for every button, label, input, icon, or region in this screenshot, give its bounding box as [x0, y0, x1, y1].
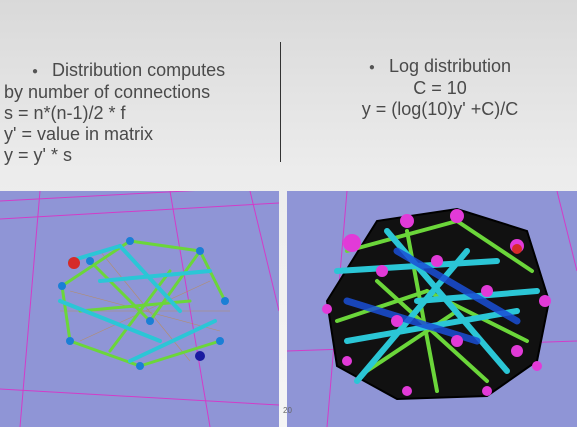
right-line-c: C = 10	[413, 77, 467, 98]
left-line-y-formula: y = y' * s	[4, 144, 72, 165]
right-text-block: ● Log distribution C = 10 y = (log(10)y' …	[328, 56, 552, 120]
right-bullet-text: Log distribution	[388, 56, 512, 76]
left-line-connections: by number of connections	[4, 81, 211, 102]
right-network-graphic	[287, 191, 577, 427]
left-text-block: ● Distribution computes by number of conn…	[4, 60, 225, 166]
bullet-icon: ●	[32, 65, 39, 77]
left-line-y-prime: y' = value in matrix	[4, 123, 153, 144]
left-bullet-text: Distribution computes	[52, 60, 226, 80]
column-divider	[280, 42, 281, 162]
bullet-icon: ●	[368, 61, 375, 73]
right-network-render	[287, 191, 577, 427]
left-network-render	[0, 191, 279, 427]
slide-number: 20	[283, 406, 292, 415]
left-line-s-formula: s = n*(n-1)/2 * f	[4, 102, 126, 123]
left-network-graphic	[0, 191, 279, 427]
right-line-log-formula: y = (log(10)y' +C)/C	[361, 98, 519, 119]
